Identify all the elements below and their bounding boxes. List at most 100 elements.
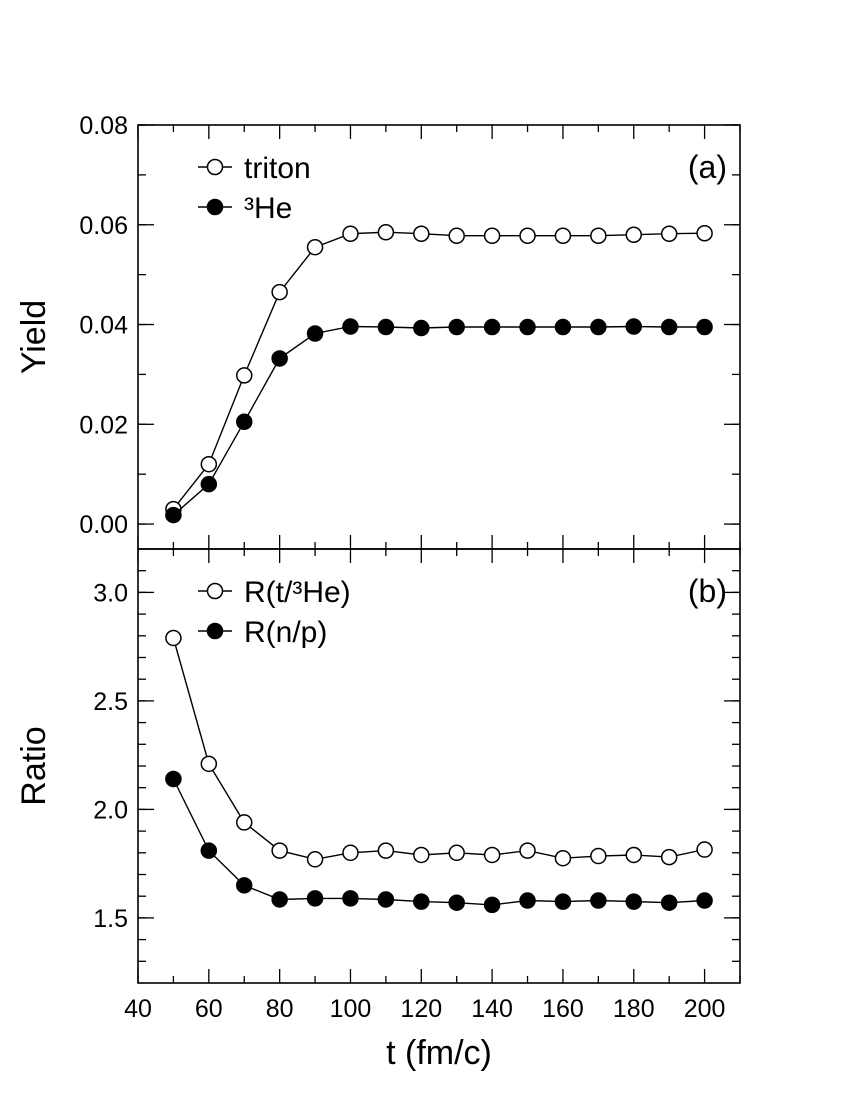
data-point xyxy=(590,227,607,244)
data-point xyxy=(590,892,607,909)
data-point xyxy=(271,842,288,859)
panel-label: (b) xyxy=(688,573,727,609)
data-point xyxy=(306,325,324,342)
data-point xyxy=(377,891,395,908)
x-tick-label: 160 xyxy=(542,995,584,1023)
data-point xyxy=(660,318,678,336)
y-tick-label: 0.02 xyxy=(79,411,128,439)
data-point xyxy=(413,225,430,242)
data-point xyxy=(625,893,643,910)
data-point xyxy=(483,896,501,914)
data-point xyxy=(342,890,359,907)
data-point xyxy=(271,350,288,367)
data-point xyxy=(235,367,253,384)
data-point xyxy=(519,892,536,909)
data-point xyxy=(696,892,713,909)
data-point xyxy=(448,894,465,911)
x-axis-title: t (fm/c) xyxy=(386,1034,492,1072)
data-point xyxy=(235,877,253,894)
series-line xyxy=(172,637,705,861)
y-tick-label: 0.08 xyxy=(79,112,128,140)
data-point xyxy=(342,844,359,862)
x-tick-label: 40 xyxy=(124,995,152,1023)
data-point xyxy=(271,283,288,301)
data-point xyxy=(342,225,359,242)
y-tick-label: 0.06 xyxy=(79,212,128,240)
x-tick-label: 200 xyxy=(684,995,726,1023)
data-point xyxy=(590,847,607,865)
data-point xyxy=(377,318,395,336)
data-point xyxy=(696,841,713,858)
data-point xyxy=(377,223,395,241)
data-point xyxy=(554,849,572,867)
data-point xyxy=(448,844,465,862)
series-line xyxy=(172,231,705,510)
data-point xyxy=(554,893,572,910)
data-point xyxy=(483,227,501,244)
data-point xyxy=(625,846,643,864)
y-tick-label: 1.5 xyxy=(93,905,128,933)
x-tick-label: 100 xyxy=(330,995,372,1023)
data-point xyxy=(554,227,572,244)
data-point xyxy=(200,842,218,859)
data-point xyxy=(660,848,678,866)
y-tick-label: 3.0 xyxy=(93,579,128,607)
data-point xyxy=(200,475,218,493)
x-tick-label: 180 xyxy=(613,995,655,1023)
data-point xyxy=(660,225,678,242)
data-point xyxy=(235,413,253,431)
data-point xyxy=(554,318,572,336)
legend-marker xyxy=(206,622,224,640)
panel-b-ratio: 1.5 2.0 2.5 3.0 40 60 80 100 120 140 160 180 200 t (f… xyxy=(15,548,741,1072)
data-point xyxy=(483,318,501,336)
data-point xyxy=(235,814,253,831)
data-point xyxy=(590,318,607,336)
x-tick-label: 120 xyxy=(400,995,442,1023)
data-point xyxy=(165,770,182,788)
data-point xyxy=(660,894,678,911)
data-point xyxy=(306,238,324,256)
plot-frame xyxy=(137,548,741,984)
data-point xyxy=(519,318,536,336)
data-point xyxy=(342,318,359,335)
data-point xyxy=(306,851,324,868)
series-line xyxy=(172,778,705,906)
data-point xyxy=(271,891,288,908)
panel-a-yield: 0.00 0.02 0.04 0.06 0.08 Yield (a) triton ³He xyxy=(15,112,741,550)
data-point xyxy=(625,318,643,335)
data-point xyxy=(696,224,713,242)
data-point xyxy=(306,890,324,907)
legend-marker xyxy=(206,198,224,216)
data-point xyxy=(165,629,182,647)
y-axis-title: Ratio xyxy=(15,726,53,805)
y-tick-label: 0.00 xyxy=(79,511,128,539)
data-point xyxy=(519,842,536,859)
data-point xyxy=(696,318,713,336)
data-point xyxy=(519,227,536,244)
legend-marker xyxy=(206,158,224,176)
panel-label: (a) xyxy=(688,149,727,185)
data-point xyxy=(413,319,430,337)
y-tick-label: 2.5 xyxy=(93,688,128,716)
data-point xyxy=(483,846,501,864)
y-axis-title: Yield xyxy=(15,300,53,374)
plot-frame xyxy=(137,124,741,550)
legend-label: triton xyxy=(244,152,311,185)
x-tick-label: 60 xyxy=(195,995,223,1023)
data-point xyxy=(165,506,182,524)
legend-label: R(n/p) xyxy=(244,616,327,649)
data-point xyxy=(625,226,643,243)
data-point xyxy=(377,842,395,859)
data-point xyxy=(413,893,430,910)
data-point xyxy=(448,318,465,336)
legend-marker xyxy=(206,582,224,600)
legend-label: ³He xyxy=(244,192,292,225)
data-point xyxy=(413,846,430,864)
x-tick-label: 140 xyxy=(471,995,513,1023)
legend-label: R(t/³He) xyxy=(244,576,351,609)
data-point xyxy=(200,455,218,473)
series-line xyxy=(172,325,705,516)
data-point xyxy=(448,227,465,244)
x-tick-label: 80 xyxy=(266,995,294,1023)
